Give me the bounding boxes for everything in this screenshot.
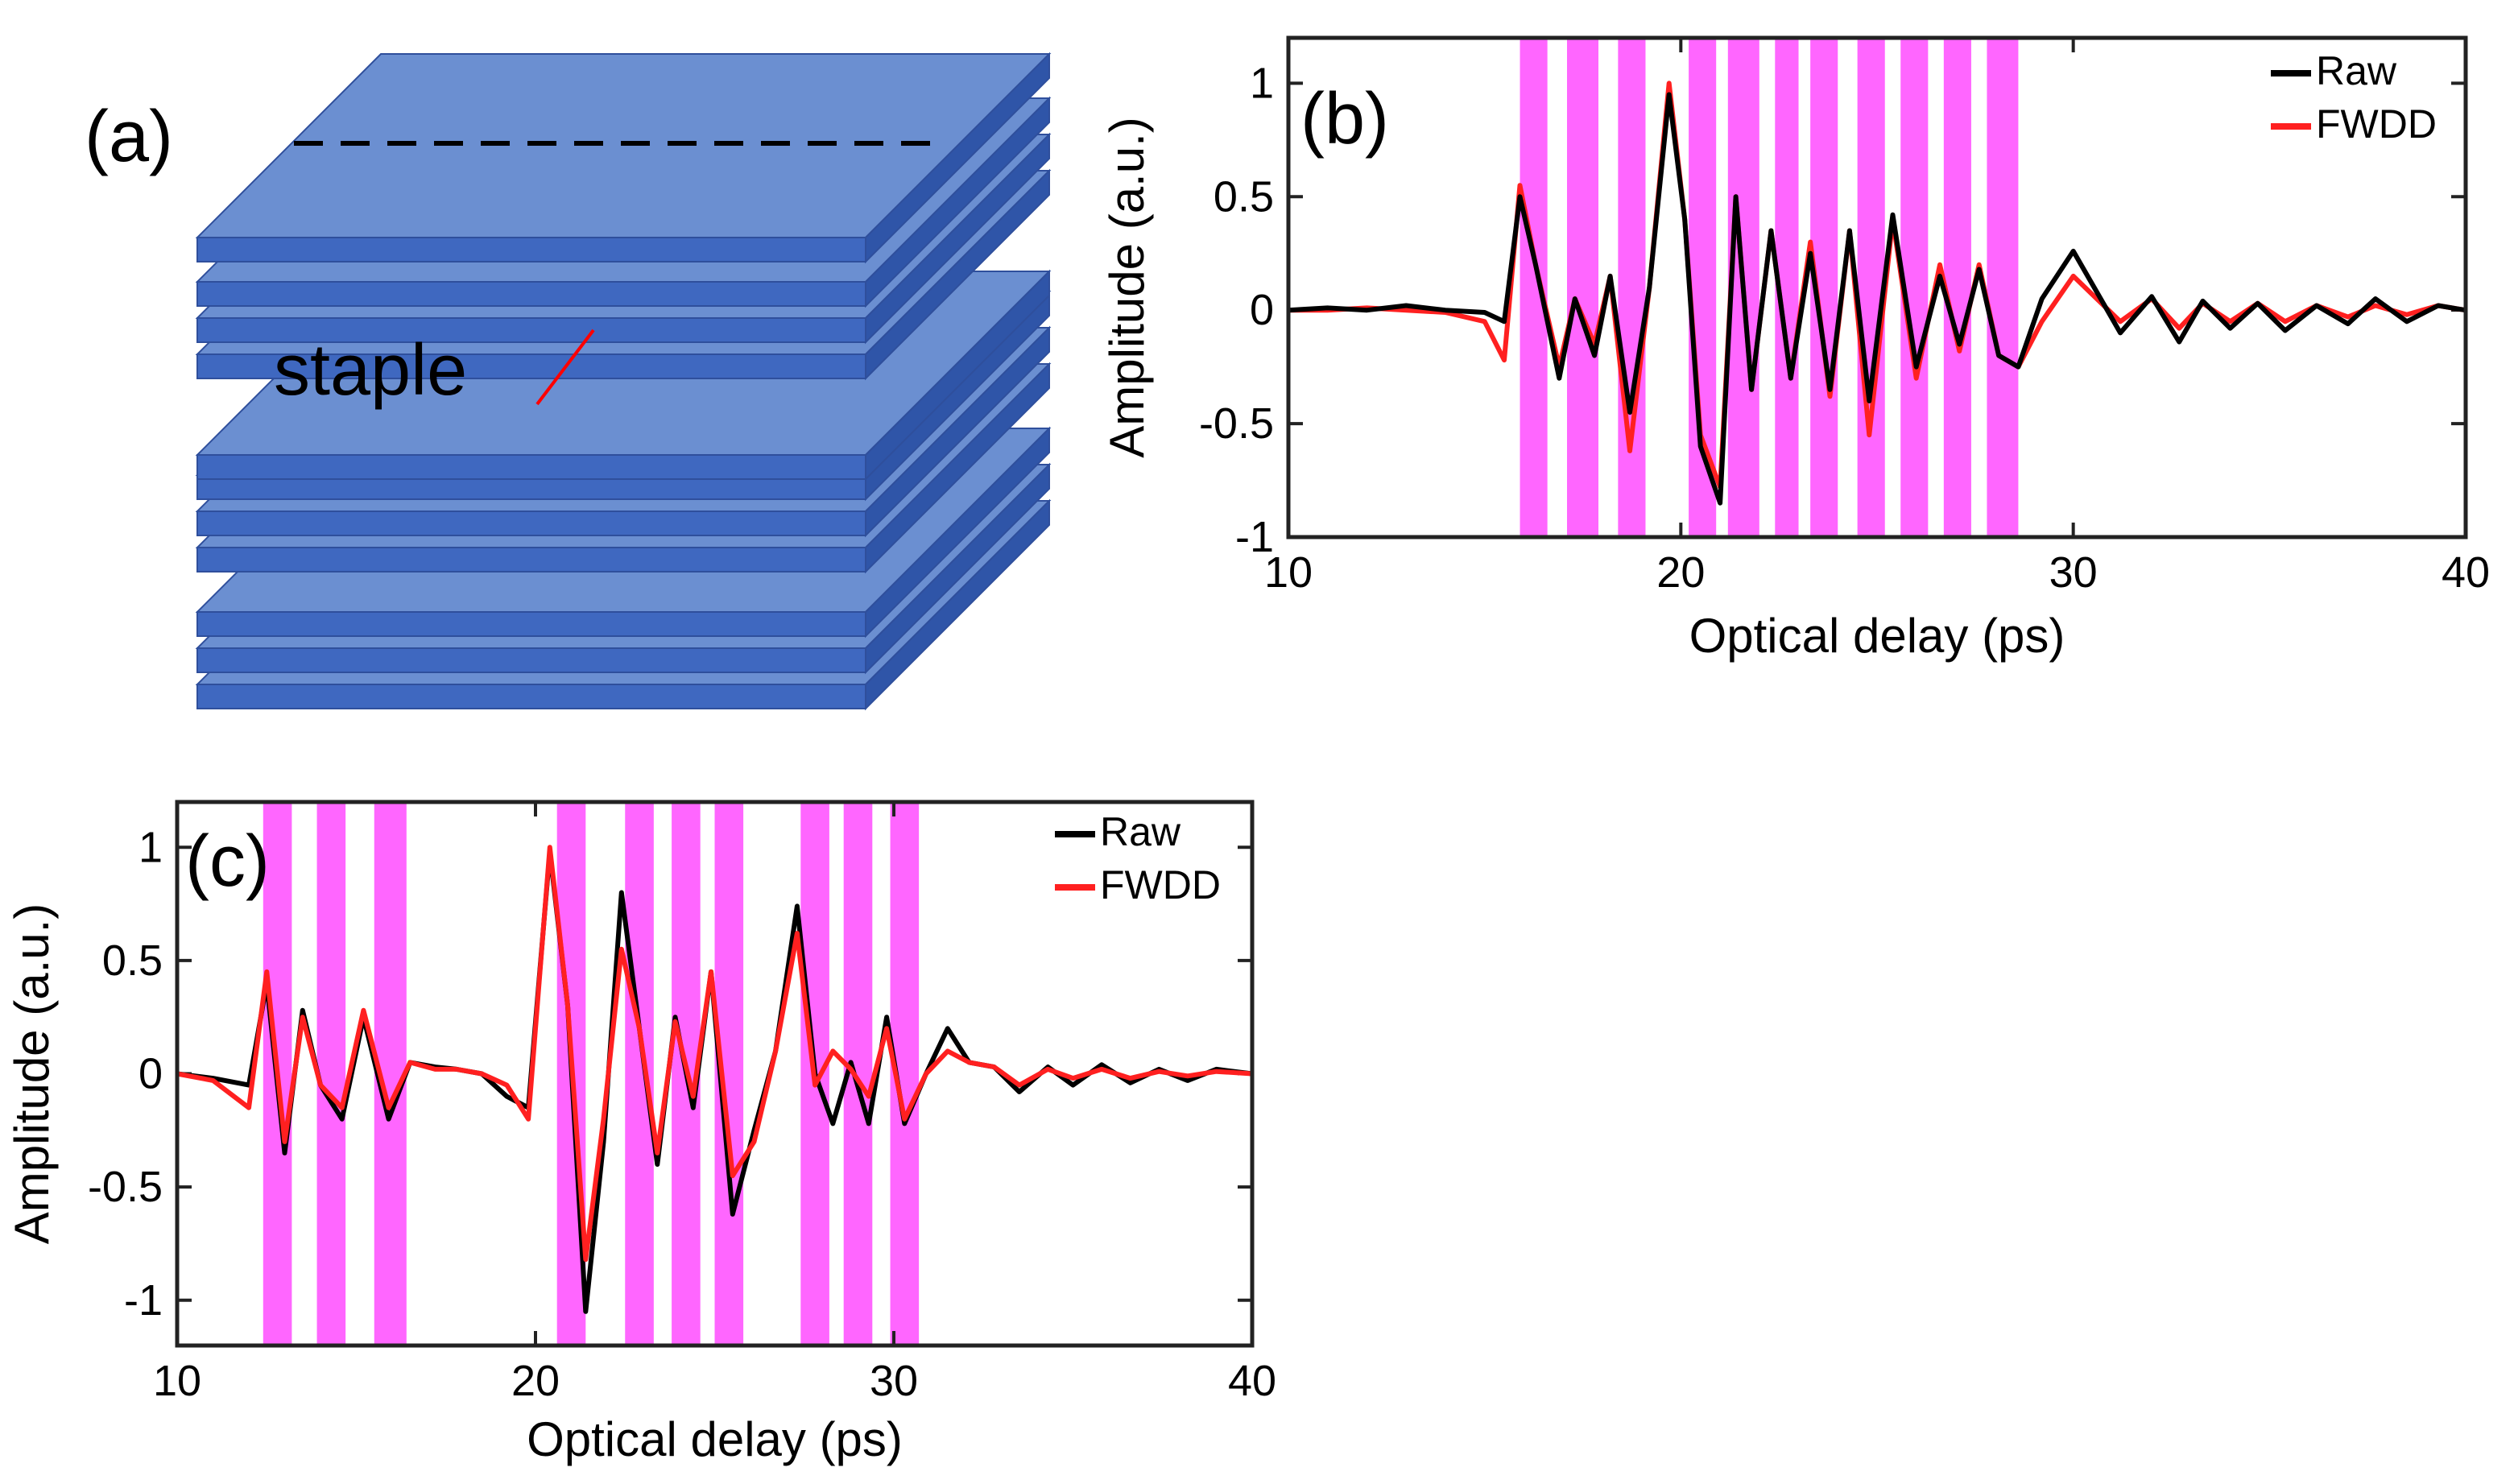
- panel-c-chart: -1 -0.5 0 0.5 1 10 20 30 40 (c) Optical delay (…: [5, 800, 1276, 1466]
- y-tick-label: 0.5: [102, 936, 163, 985]
- x-tick-label: 20: [1656, 548, 1705, 597]
- plot-frame: [1286, 35, 2468, 539]
- y-tick-label: -0.5: [1199, 399, 1274, 448]
- highlight-band: [625, 802, 654, 1346]
- legend-raw-label: Raw: [1100, 809, 1181, 854]
- slab-side: [865, 132, 1050, 345]
- y-tick-label: 0.5: [1214, 172, 1274, 221]
- y-tick-label: 1: [139, 823, 163, 871]
- slab-front: [196, 647, 866, 673]
- slab-side: [865, 52, 1050, 264]
- series-raw-line: [1288, 92, 2466, 506]
- slab-side: [865, 498, 1050, 711]
- slab-side: [865, 269, 1050, 482]
- slab-front: [196, 511, 866, 536]
- panel-c-label: (c): [185, 821, 270, 902]
- slab-side: [865, 96, 1050, 308]
- y-tick-label: 0: [139, 1050, 163, 1098]
- slab-front: [196, 684, 866, 709]
- x-tick-label: 40: [1228, 1357, 1276, 1405]
- x-tick-label: 30: [2049, 548, 2098, 597]
- slab-front: [196, 281, 866, 307]
- slab-front: [196, 317, 866, 343]
- slab-front: [196, 611, 866, 637]
- y-tick-label: -1: [124, 1276, 163, 1325]
- highlight-band: [1618, 38, 1646, 537]
- highlight-band: [1987, 38, 2019, 537]
- slab-front: [196, 353, 866, 379]
- slab-front: [196, 454, 866, 480]
- highlight-band: [1857, 38, 1885, 537]
- legend-fwdd-label: FWDD: [1100, 862, 1221, 907]
- y-tick-label: -0.5: [88, 1163, 163, 1211]
- x-ticks: 10 20 30 40: [153, 802, 1276, 1405]
- highlight-band: [1943, 38, 1971, 537]
- series-fwdd-line: [176, 845, 1253, 1263]
- panel-a: (a) staple: [85, 52, 1052, 711]
- highlight-band: [1567, 38, 1598, 537]
- panel-b-chart: -1 -0.5 0 0.5 1 10 20 30 40 (b) Optical delay (…: [1100, 35, 2490, 663]
- y-ticks: -1 -0.5 0 0.5 1: [1199, 59, 2466, 561]
- y-tick-label: -1: [1235, 513, 1274, 561]
- slab-front: [196, 547, 866, 573]
- slab-stack: [195, 52, 1052, 711]
- y-tick-label: 1: [1250, 59, 1274, 107]
- x-axis-title: Optical delay (ps): [1689, 609, 2065, 663]
- slab-side: [865, 362, 1050, 574]
- panel-b-label: (b): [1300, 79, 1389, 159]
- x-tick-label: 40: [2442, 548, 2490, 597]
- slab-side: [865, 462, 1050, 675]
- highlight-band: [316, 802, 346, 1346]
- slab-side: [865, 325, 1050, 538]
- x-tick-label: 20: [511, 1357, 560, 1405]
- x-ticks: 10 20 30 40: [1264, 38, 2490, 597]
- panel-a-label: (a): [85, 97, 173, 177]
- staple-label: staple: [274, 330, 467, 411]
- x-tick-label: 10: [153, 1357, 201, 1405]
- x-tick-label: 30: [870, 1357, 918, 1405]
- x-tick-label: 10: [1264, 548, 1313, 597]
- slab-side: [865, 168, 1050, 381]
- slab-front: [196, 237, 866, 262]
- y-axis-title: Amplitude (a.u.): [1100, 117, 1154, 458]
- slab-side: [865, 426, 1050, 639]
- legend-raw-label: Raw: [2316, 48, 2397, 93]
- legend: Raw FWDD: [2271, 48, 2437, 147]
- plot-frame: [175, 800, 1255, 1348]
- legend-fwdd-label: FWDD: [2316, 101, 2437, 147]
- y-tick-label: 0: [1250, 286, 1274, 334]
- legend: Raw FWDD: [1055, 809, 1221, 907]
- y-axis-title: Amplitude (a.u.): [5, 903, 59, 1245]
- staple-mark: [535, 329, 595, 406]
- x-axis-title: Optical delay (ps): [527, 1412, 903, 1466]
